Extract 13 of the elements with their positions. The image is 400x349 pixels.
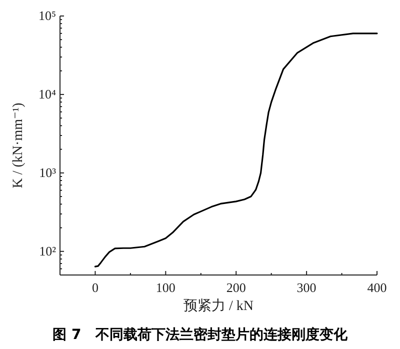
x-tick-label: 100 xyxy=(156,280,176,295)
y-tick-label: 10⁵ xyxy=(38,8,56,23)
text: 图 7 不同载荷下法兰密封垫片的连接刚度变化 xyxy=(52,326,348,343)
x-tick-label: 400 xyxy=(367,280,387,295)
y-tick-label: 10⁴ xyxy=(38,86,56,102)
x-axis-title: 预紧力 / kN xyxy=(184,298,254,314)
x-tick-label: 0 xyxy=(92,280,98,295)
line-series xyxy=(94,32,378,268)
y-axis-title: K / (kN·mm⁻¹) xyxy=(11,102,26,188)
y-tick-label: 10² xyxy=(39,243,56,258)
x-tick-label: 200 xyxy=(226,280,246,295)
x-tick-label: 300 xyxy=(296,280,316,295)
y-tick-label: 10³ xyxy=(39,164,56,180)
